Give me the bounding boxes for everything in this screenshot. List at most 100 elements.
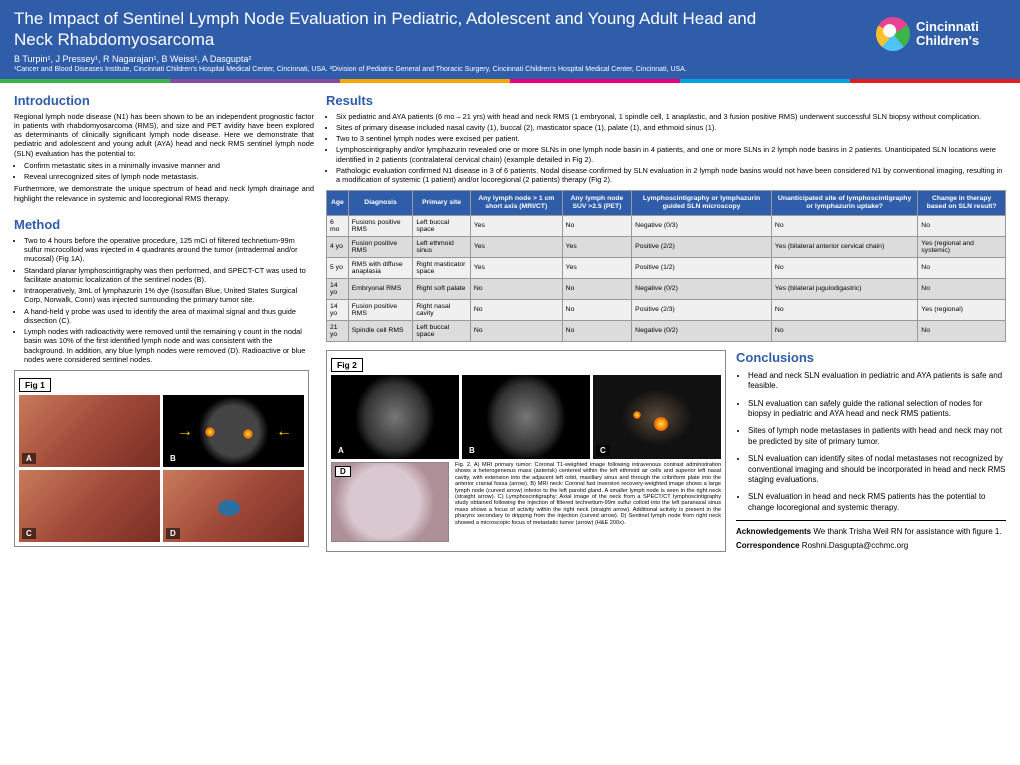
table-row: 6 moFusions positive RMSLeft buccal spac… — [327, 215, 1006, 236]
conclusion-bullet: SLN evaluation can safely guide the rati… — [748, 399, 1006, 420]
conclusion-bullet: SLN evaluation in head and neck RMS pati… — [748, 492, 1006, 513]
table-cell: Positive (1/2) — [632, 257, 772, 278]
table-cell: No — [918, 278, 1006, 299]
fig2-label: Fig 2 — [331, 358, 363, 372]
table-cell: Negative (0/3) — [632, 215, 772, 236]
table-header: Any lymph node > 1 cm short axis (MRI/CT… — [470, 191, 562, 216]
intro-text: Regional lymph node disease (N1) has bee… — [14, 112, 314, 203]
logo-swirl-icon — [876, 17, 910, 51]
table-cell: Yes — [562, 257, 632, 278]
conclusion-bullet: SLN evaluation can identify sites of nod… — [748, 454, 1006, 485]
table-cell: Positive (2/2) — [632, 236, 772, 257]
intro-bullet: Reveal unrecognized sites of lymph node … — [24, 172, 314, 181]
table-cell: Fusion positive RMS — [348, 236, 413, 257]
left-column: Introduction Regional lymph node disease… — [14, 93, 314, 552]
poster-header: The Impact of Sentinel Lymph Node Evalua… — [0, 0, 1020, 79]
results-bullet: Lymphoscintigraphy and/or lymphazurin re… — [336, 145, 1006, 164]
table-cell: Yes (regional and systemic) — [918, 236, 1006, 257]
right-column: Results Six pediatric and AYA patients (… — [326, 93, 1006, 552]
table-cell: Spindle cell RMS — [348, 320, 413, 341]
table-header: Any lymph node SUV >2.5 (PET) — [562, 191, 632, 216]
table-cell: No — [771, 257, 917, 278]
panel-tag: B — [166, 453, 180, 464]
conclusion-bullet: Sites of lymph node metastases in patien… — [748, 426, 1006, 447]
intro-bullet: Confirm metastatic sites in a minimally … — [24, 161, 314, 170]
panel-tag: A — [334, 445, 348, 456]
table-cell: No — [562, 278, 632, 299]
table-cell: No — [562, 215, 632, 236]
method-heading: Method — [14, 217, 314, 232]
intro-para1: Regional lymph node disease (N1) has bee… — [14, 112, 314, 158]
table-cell: No — [771, 320, 917, 341]
results-bullet: Pathologic evaluation confirmed N1 disea… — [336, 166, 1006, 185]
table-cell: Right masticator space — [413, 257, 471, 278]
method-bullet: Standard planar lymphoscintigraphy was t… — [24, 266, 314, 285]
intro-heading: Introduction — [14, 93, 314, 108]
table-cell: No — [470, 278, 562, 299]
table-cell: Right soft palate — [413, 278, 471, 299]
table-cell: 4 yo — [327, 236, 349, 257]
fig1-panel-b: → ← B — [163, 395, 304, 467]
table-cell: Left ethmoid sinus — [413, 236, 471, 257]
table-cell: No — [771, 215, 917, 236]
panel-tag: A — [22, 453, 36, 464]
authors: B Turpin¹, J Pressey¹, R Nagarajan¹, B W… — [14, 54, 1006, 64]
table-cell: Right nasal cavity — [413, 299, 471, 320]
panel-tag: B — [465, 445, 479, 456]
table-cell: Negative (0/2) — [632, 278, 772, 299]
table-cell: Yes (bilateral anterior cervical chain) — [771, 236, 917, 257]
table-cell: Yes — [470, 236, 562, 257]
results-heading: Results — [326, 93, 1006, 108]
results-text: Six pediatric and AYA patients (6 mo – 2… — [326, 112, 1006, 185]
table-cell: 5 yo — [327, 257, 349, 278]
table-cell: Fusion positive RMS — [348, 299, 413, 320]
table-header: Change in therapy based on SLN result? — [918, 191, 1006, 216]
conclusions-section: Conclusions Head and neck SLN evaluation… — [736, 350, 1006, 552]
affiliations: ¹Cancer and Blood Diseases Institute, Ci… — [14, 66, 1006, 73]
table-cell: No — [918, 320, 1006, 341]
table-cell: Fusions positive RMS — [348, 215, 413, 236]
conclusions-heading: Conclusions — [736, 350, 1006, 367]
table-row: 5 yoRMS with diffuse anaplasiaRight mast… — [327, 257, 1006, 278]
poster-body: Introduction Regional lymph node disease… — [0, 83, 1020, 562]
fig2-caption: Fig. 2. A) MRI primary tumor: Coronal T1… — [455, 462, 721, 542]
table-cell: Positive (2/3) — [632, 299, 772, 320]
method-bullet: Intraoperatively, 3mL of lymphazurin 1% … — [24, 286, 314, 305]
lower-row: Fig 2 A B C D Fig. 2. A) MRI primary tum… — [326, 350, 1006, 552]
method-bullet: Lymph nodes with radioactivity were remo… — [24, 327, 314, 364]
table-cell: Negative (0/2) — [632, 320, 772, 341]
table-cell: No — [470, 299, 562, 320]
table-cell: No — [918, 257, 1006, 278]
table-cell: Yes (bilateral jugulodigastric) — [771, 278, 917, 299]
method-text: Two to 4 hours before the operative proc… — [14, 236, 314, 364]
table-header: Diagnosis — [348, 191, 413, 216]
table-cell: No — [562, 320, 632, 341]
panel-tag: D — [166, 528, 180, 539]
fig1-panel-d: D — [163, 470, 304, 542]
fig2-panel-b: B — [462, 375, 590, 459]
table-cell: No — [918, 215, 1006, 236]
table-cell: Left buccal space — [413, 320, 471, 341]
panel-tag: C — [22, 528, 36, 539]
table-header: Lymphoscintigraphy or lymphazurin guided… — [632, 191, 772, 216]
fig2-panel-d: D — [331, 462, 449, 542]
table-header: Primary site — [413, 191, 471, 216]
panel-tag: C — [596, 445, 610, 456]
table-cell: Yes — [470, 215, 562, 236]
acknowledgements: Acknowledgements We thank Trisha Weil RN… — [736, 527, 1006, 537]
fig1-label: Fig 1 — [19, 378, 51, 392]
conclusion-bullet: Head and neck SLN evaluation in pediatri… — [748, 371, 1006, 392]
table-row: 4 yoFusion positive RMSLeft ethmoid sinu… — [327, 236, 1006, 257]
table-cell: No — [470, 320, 562, 341]
fig1-panel-c: C — [19, 470, 160, 542]
intro-para2: Furthermore, we demonstrate the unique s… — [14, 184, 314, 203]
table-cell: Yes — [562, 236, 632, 257]
table-cell: Yes — [470, 257, 562, 278]
table-cell: Embryonal RMS — [348, 278, 413, 299]
method-section: Method Two to 4 hours before the operati… — [14, 217, 314, 364]
method-bullet: A hand-held γ probe was used to identify… — [24, 307, 314, 326]
fig1-panel-a: A — [19, 395, 160, 467]
table-row: 21 yoSpindle cell RMSLeft buccal spaceNo… — [327, 320, 1006, 341]
figure-1: Fig 1 A → ← B C D — [14, 370, 309, 547]
correspondence: Correspondence Roshni.Dasgupta@cchmc.org — [736, 541, 1006, 551]
